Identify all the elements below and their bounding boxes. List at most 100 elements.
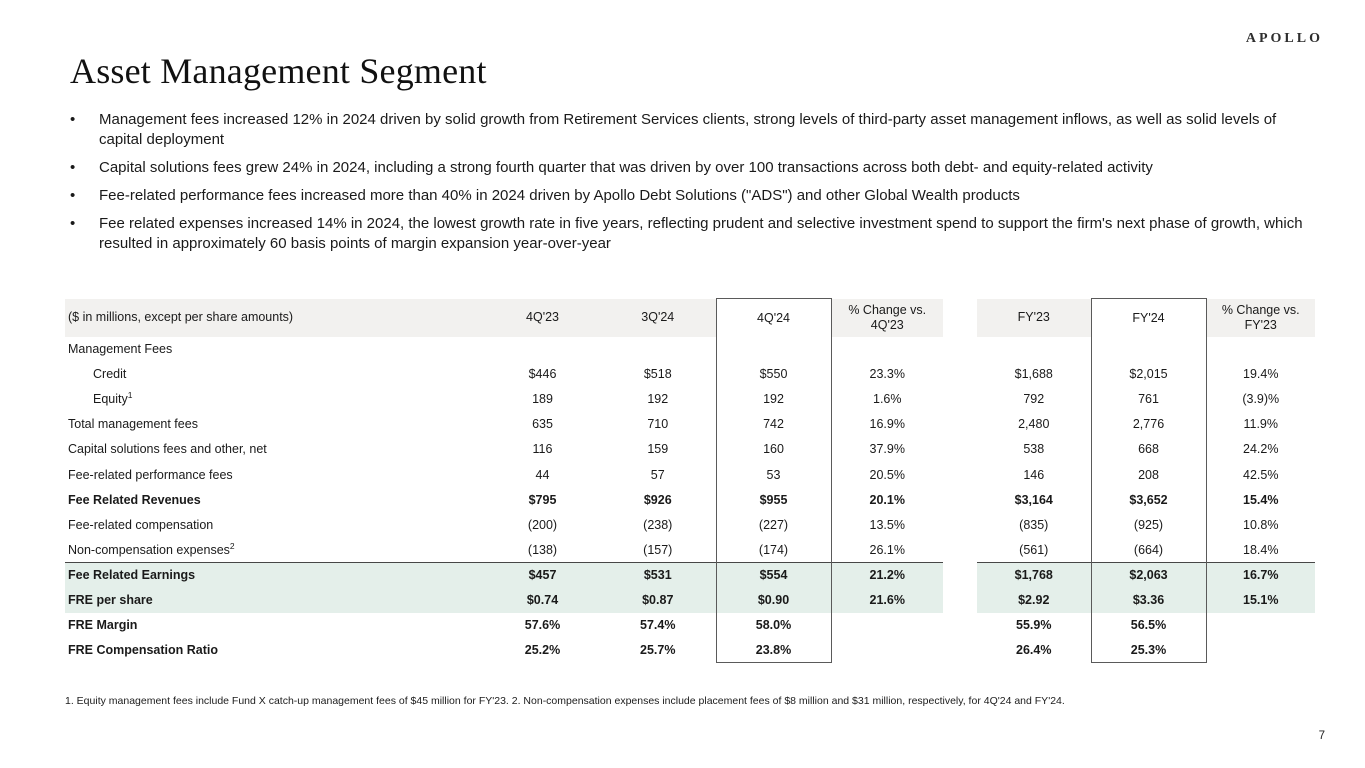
value-cell: $1,688 bbox=[1014, 367, 1053, 382]
header-cell-3q24: 3Q'24 bbox=[600, 298, 716, 337]
table-header: ($ in millions, except per share amounts… bbox=[65, 298, 1315, 337]
value-cell: 23.3% bbox=[869, 367, 905, 382]
value-cell: $2.92 bbox=[977, 587, 1091, 613]
row-label: Fee Related Earnings bbox=[65, 561, 485, 588]
value-cell: (238) bbox=[643, 517, 673, 532]
row-label: Capital solutions fees and other, net bbox=[68, 442, 267, 457]
value-cell: 21.2% bbox=[831, 561, 943, 588]
value-cell bbox=[1206, 613, 1315, 638]
header-cell-4q24: 4Q'24 bbox=[715, 298, 832, 337]
value-cell: 20.5% bbox=[869, 467, 905, 482]
value-cell: 189 bbox=[532, 392, 553, 407]
value-cell bbox=[1090, 336, 1207, 362]
value-cell: $550 bbox=[715, 361, 832, 387]
header-cell-change-fy: % Change vs. FY'23 bbox=[1206, 298, 1315, 337]
value-cell: 15.1% bbox=[1206, 587, 1315, 613]
bullet-item: Capital solutions fees grew 24% in 2024,… bbox=[68, 158, 1313, 178]
financial-table-container: ($ in millions, except per share amounts… bbox=[65, 298, 1315, 664]
bullet-item: Fee-related performance fees increased m… bbox=[68, 186, 1313, 206]
column-gap bbox=[943, 436, 977, 462]
value-cell: 2,776 bbox=[1090, 411, 1207, 437]
value-cell: 116 bbox=[532, 442, 553, 457]
column-gap bbox=[943, 537, 977, 563]
value-cell: $457 bbox=[485, 561, 600, 588]
column-gap bbox=[943, 487, 977, 513]
apollo-logo: APOLLO bbox=[1245, 31, 1323, 46]
value-cell: (3.9)% bbox=[1242, 392, 1280, 407]
value-cell: 55.9% bbox=[1016, 618, 1052, 633]
value-cell bbox=[831, 337, 943, 362]
table-row: FRE Compensation Ratio 25.2% 25.7% 23.8% 26.… bbox=[65, 637, 1315, 664]
value-cell: $554 bbox=[715, 561, 832, 588]
value-cell: 56.5% bbox=[1090, 612, 1207, 638]
column-gap bbox=[943, 361, 977, 387]
value-cell: 42.5% bbox=[1243, 467, 1279, 482]
header-cell-change-4q: % Change vs. 4Q'23 bbox=[831, 298, 943, 337]
value-cell: 26.4% bbox=[1016, 643, 1052, 658]
bullet-item: Management fees increased 12% in 2024 dr… bbox=[68, 110, 1313, 150]
column-gap bbox=[943, 612, 977, 638]
value-cell: 16.9% bbox=[869, 417, 905, 432]
value-cell: 2,480 bbox=[1018, 417, 1050, 432]
value-cell: 57.4% bbox=[640, 618, 676, 633]
header-cell-4q23: 4Q'23 bbox=[485, 298, 600, 337]
header-cell-label: ($ in millions, except per share amounts… bbox=[65, 298, 485, 337]
value-cell: $2,015 bbox=[1090, 361, 1207, 387]
value-cell: 44 bbox=[535, 467, 550, 482]
value-cell: 57 bbox=[650, 467, 665, 482]
footnote-marker: 1 bbox=[127, 390, 133, 401]
value-cell: 26.1% bbox=[869, 542, 905, 557]
value-cell: 25.7% bbox=[640, 643, 676, 658]
value-cell: $518 bbox=[643, 367, 672, 382]
value-cell: (664) bbox=[1090, 537, 1207, 563]
value-cell: $926 bbox=[643, 492, 672, 507]
value-cell: 668 bbox=[1090, 436, 1207, 462]
column-gap bbox=[943, 411, 977, 437]
footnote: 1. Equity management fees include Fund X… bbox=[65, 695, 1065, 707]
table-row: Non-compensation expenses2 (138) (157) (174… bbox=[65, 537, 1315, 563]
value-cell: 18.4% bbox=[1243, 542, 1279, 557]
value-cell: 20.1% bbox=[869, 492, 905, 507]
row-label: Equity1 bbox=[93, 390, 133, 407]
table-row: FRE Margin 57.6% 57.4% 58.0% 55.9% 56.5% bbox=[65, 612, 1315, 638]
table-row: FRE per share $0.74 $0.87 $0.90 21.6% $2.92 $3… bbox=[65, 587, 1315, 613]
value-cell bbox=[977, 337, 1091, 362]
value-cell: 58.0% bbox=[715, 612, 832, 638]
table-row: Management Fees bbox=[65, 336, 1315, 362]
column-gap bbox=[943, 562, 977, 588]
row-label: Fee-related performance fees bbox=[68, 467, 233, 482]
row-label: FRE Compensation Ratio bbox=[68, 643, 219, 658]
value-cell: 192 bbox=[647, 392, 669, 407]
value-cell: 23.8% bbox=[715, 637, 832, 664]
value-cell: (835) bbox=[1019, 517, 1049, 532]
value-cell: 761 bbox=[1090, 386, 1207, 412]
value-cell: 15.4% bbox=[1243, 492, 1279, 507]
value-cell: 21.6% bbox=[831, 587, 943, 613]
financial-table-body: Management Fees Credit $446 $518 $550 23.3% $1… bbox=[65, 336, 1315, 664]
value-cell bbox=[715, 336, 832, 362]
value-cell: 10.8% bbox=[1243, 517, 1279, 532]
value-cell: 11.9% bbox=[1243, 417, 1278, 432]
column-gap bbox=[943, 512, 977, 538]
financial-table: ($ in millions, except per share amounts… bbox=[65, 298, 1315, 664]
value-cell: $0.74 bbox=[485, 587, 600, 613]
table-row: Fee-related compensation (200) (238) (227) 1… bbox=[65, 512, 1315, 538]
row-label: Fee Related Revenues bbox=[68, 492, 201, 507]
value-cell: $795 bbox=[528, 492, 557, 507]
bullet-item: Fee related expenses increased 14% in 20… bbox=[68, 214, 1313, 254]
value-cell bbox=[831, 638, 943, 663]
footnote-marker: 2 bbox=[229, 540, 235, 551]
value-cell bbox=[600, 337, 716, 362]
row-label: FRE per share bbox=[65, 587, 485, 613]
value-cell: $955 bbox=[715, 487, 832, 513]
value-cell: 25.2% bbox=[524, 643, 561, 658]
column-gap bbox=[943, 587, 977, 613]
value-cell: (925) bbox=[1090, 512, 1207, 538]
value-cell: (174) bbox=[715, 537, 832, 563]
column-gap bbox=[943, 386, 977, 412]
value-cell: (200) bbox=[527, 517, 558, 532]
value-cell: 159 bbox=[647, 442, 669, 457]
value-cell: 25.3% bbox=[1090, 637, 1207, 664]
value-cell: 1.6% bbox=[873, 392, 902, 407]
header-cell-fy23: FY'23 bbox=[977, 298, 1091, 337]
